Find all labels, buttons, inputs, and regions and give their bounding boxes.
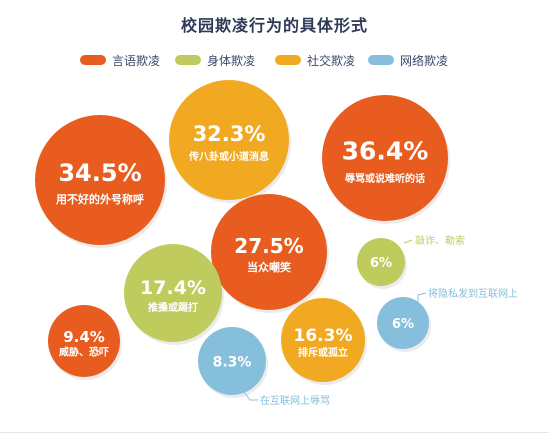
bubble-leader-10 [243, 391, 258, 401]
bubble-label-1: 用不好的外号称呼 [56, 192, 144, 206]
legend-swatch-social [275, 55, 301, 65]
bubble-5 [124, 244, 222, 342]
bubble-value-2: 32.3% [193, 122, 266, 146]
bubble-value-3: 36.4% [342, 136, 429, 165]
legend-label-physical: 身体欺凌 [207, 53, 256, 68]
legend-label-cyber: 网络欺凌 [400, 53, 449, 68]
bubble-6 [357, 238, 405, 286]
bottom-divider [0, 432, 549, 433]
bubble-value-8: 9.4% [63, 328, 105, 346]
legend-swatch-physical [175, 55, 201, 65]
bubble-value-6: 6% [370, 256, 392, 271]
bubble-value-7: 6% [392, 317, 414, 332]
bubble-2 [169, 80, 289, 200]
bubble-value-10: 8.3% [213, 354, 252, 370]
legend-label-social: 社交欺凌 [307, 53, 356, 68]
bubble-value-5: 17.4% [140, 277, 206, 299]
bubble-4 [211, 194, 327, 310]
legend-item-cyber: 网络欺凌 [368, 50, 448, 70]
bubble-leader-7 [417, 292, 427, 302]
chart-title: 校园欺凌行为的具体形式 [180, 16, 368, 35]
bubble-9 [281, 298, 365, 382]
bubble-label-10: 在互联网上辱骂 [260, 395, 330, 407]
bubble-10 [198, 327, 266, 395]
legend-item-physical: 身体欺凌 [175, 50, 255, 70]
legend-item-verbal: 言语欺凌 [80, 50, 160, 70]
bubble-label-5: 推搡或踢打 [148, 301, 198, 314]
legend-label-verbal: 言语欺凌 [112, 53, 161, 68]
bubble-label-2: 传八卦或小道消息 [188, 150, 269, 163]
bubble-value-1: 34.5% [58, 159, 141, 187]
bubble-label-6: 敲诈、勒索 [415, 234, 465, 247]
bubble-1 [35, 115, 165, 245]
bubble-label-8: 威胁、恐吓 [59, 345, 109, 358]
bubble-8 [48, 305, 120, 377]
bubble-7 [377, 297, 429, 349]
bubble-label-4: 当众嘲笑 [247, 260, 291, 274]
legend-swatch-cyber [368, 55, 394, 65]
bubble-label-7: 将隐私发到互联网上 [428, 287, 518, 300]
bubble-3 [322, 95, 448, 221]
bubble-leader-6 [403, 239, 413, 244]
bubble-value-4: 27.5% [234, 234, 303, 258]
bubble-value-9: 16.3% [294, 326, 353, 346]
bubble-label-9: 排斥或孤立 [298, 346, 348, 359]
chart-legend: 言语欺凌 身体欺凌 社交欺凌 网络欺凌 [0, 50, 549, 70]
legend-item-social: 社交欺凌 [275, 50, 355, 70]
bubble-label-3: 辱骂或说难听的话 [345, 172, 425, 185]
legend-swatch-verbal [80, 55, 106, 65]
